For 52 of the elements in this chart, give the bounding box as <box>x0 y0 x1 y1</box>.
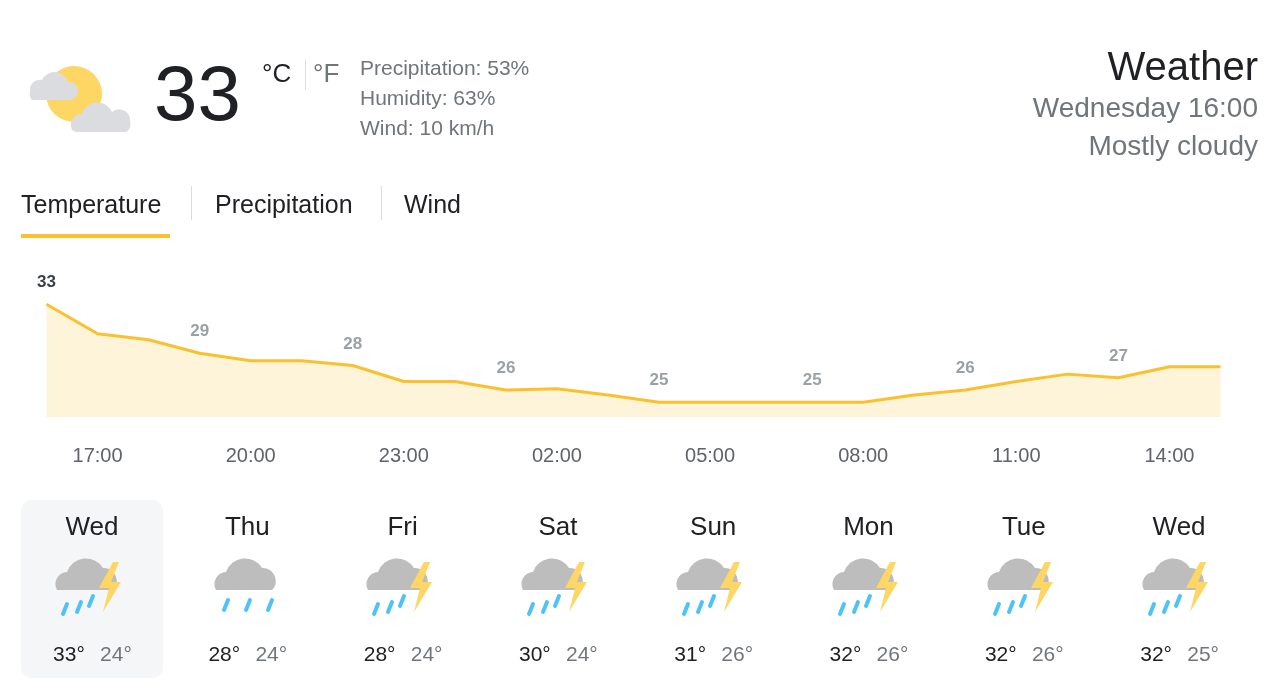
x-tick-label: 23:00 <box>378 444 429 466</box>
text: Mostly cloudy <box>1088 130 1258 161</box>
text: °F <box>313 58 340 88</box>
data-label: 33° <box>53 642 85 665</box>
data-label: 25° <box>1187 642 1219 665</box>
text: Wind: 10 km/h <box>360 116 495 139</box>
data-label: 28° <box>363 642 396 665</box>
category-label: Wed <box>1152 511 1206 541</box>
category-label: Mon <box>843 511 894 541</box>
data-label: 28 <box>343 333 363 353</box>
data-label: 26 <box>955 358 975 378</box>
text: Humidity: 63% <box>360 86 496 109</box>
data-label: 33 <box>37 272 56 292</box>
text: 33 <box>154 49 241 137</box>
text: Temperature <box>21 190 162 218</box>
category-label: Sun <box>690 511 737 541</box>
text: °C <box>262 58 292 88</box>
x-tick-label: 20:00 <box>225 444 276 466</box>
data-label: 24° <box>255 642 288 665</box>
text: Precipitation: 53% <box>360 56 530 79</box>
text: Precipitation <box>215 190 353 218</box>
data-label: 32° <box>829 642 862 665</box>
text: Wind <box>404 190 461 218</box>
text: Weather <box>1107 44 1258 88</box>
data-label: 26° <box>721 642 754 665</box>
data-label: 24° <box>566 642 598 665</box>
data-label: 31° <box>674 642 707 665</box>
x-tick-label: 14:00 <box>1144 444 1195 466</box>
data-label: 32° <box>1140 642 1172 665</box>
data-label: 27 <box>1108 345 1128 365</box>
data-label: 30° <box>519 642 551 665</box>
data-label: 26° <box>1031 642 1064 665</box>
data-label: 28° <box>208 642 241 665</box>
text: Wednesday 16:00 <box>1032 92 1258 123</box>
data-label: 29 <box>190 321 210 341</box>
x-tick-label: 11:00 <box>992 444 1041 466</box>
x-tick-label: 08:00 <box>838 444 889 466</box>
data-label: 32° <box>984 642 1017 665</box>
x-tick-label: 02:00 <box>531 444 582 466</box>
category-label: Wed <box>65 511 119 541</box>
category-label: Thu <box>224 511 270 541</box>
data-label: 24° <box>410 642 443 665</box>
data-label: 25 <box>649 370 669 390</box>
x-tick-label: 17:00 <box>72 444 123 466</box>
category-label: Tue <box>1001 511 1046 541</box>
category-label: Sat <box>538 511 578 541</box>
data-label: 26 <box>496 358 516 378</box>
category-label: Fri <box>387 511 418 541</box>
data-label: 26° <box>876 642 909 665</box>
x-tick-label: 05:00 <box>685 444 736 466</box>
data-label: 24° <box>100 642 132 665</box>
data-label: 25 <box>802 370 822 390</box>
